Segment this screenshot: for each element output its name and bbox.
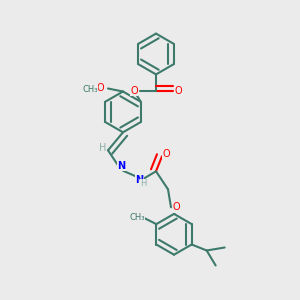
Text: O: O bbox=[172, 202, 180, 212]
Text: H: H bbox=[99, 143, 106, 153]
Text: CH₃: CH₃ bbox=[82, 85, 98, 94]
Text: H: H bbox=[140, 179, 147, 188]
Text: N: N bbox=[135, 175, 144, 185]
Text: O: O bbox=[130, 86, 138, 96]
Text: O: O bbox=[174, 86, 182, 96]
Text: N: N bbox=[117, 161, 126, 171]
Text: CH₃: CH₃ bbox=[129, 213, 145, 222]
Text: O: O bbox=[163, 149, 170, 159]
Text: O: O bbox=[97, 83, 104, 94]
